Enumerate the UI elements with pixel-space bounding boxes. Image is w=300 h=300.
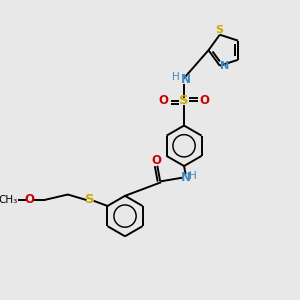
- Text: H: H: [172, 73, 180, 82]
- Text: S: S: [85, 193, 95, 206]
- Text: O: O: [200, 94, 210, 107]
- Text: S: S: [179, 94, 189, 107]
- Text: O: O: [24, 193, 34, 206]
- Text: N: N: [181, 171, 190, 184]
- Text: S: S: [215, 25, 223, 34]
- Text: O: O: [158, 94, 168, 107]
- Text: CH₃: CH₃: [0, 195, 17, 205]
- Text: N: N: [220, 61, 230, 71]
- Text: N: N: [181, 73, 190, 86]
- Text: H: H: [189, 171, 196, 181]
- Text: O: O: [152, 154, 162, 167]
